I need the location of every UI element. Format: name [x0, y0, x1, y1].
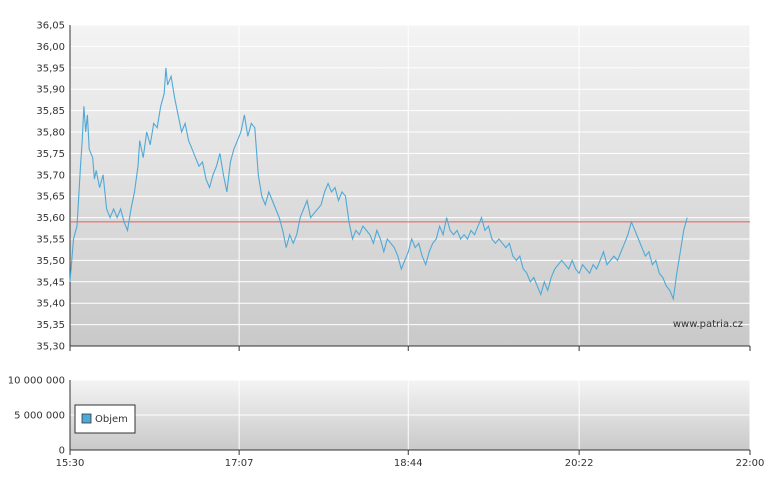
- volume-y-tick-label: 5 000 000: [14, 411, 65, 422]
- price-y-tick-label: 35,30: [36, 342, 65, 353]
- price-y-tick-label: 35,40: [36, 299, 65, 310]
- volume-y-tick-label: 10 000 000: [8, 376, 65, 387]
- volume-y-axis: 10 000 000 5 000 000 0: [8, 376, 750, 457]
- price-y-tick-label: 35,80: [36, 128, 65, 139]
- legend-swatch: [81, 413, 92, 424]
- price-y-tick-label: 35,95: [36, 63, 65, 74]
- price-grid: [69, 24, 751, 347]
- price-y-tick-label: 35,90: [36, 85, 65, 96]
- x-axis: 15:30 17:07 18:44 20:22 22:00: [56, 346, 765, 469]
- volume-y-tick-label: 0: [59, 446, 65, 457]
- price-y-tick-label: 35,50: [36, 256, 65, 267]
- price-y-tick-label: 35,60: [36, 213, 65, 224]
- price-y-tick-label: 36,05: [36, 21, 65, 32]
- price-y-tick-label: 35,70: [36, 170, 65, 181]
- price-y-tick-label: 35,75: [36, 149, 65, 160]
- price-y-tick-label: 35,85: [36, 106, 65, 117]
- price-y-tick-label: 35,35: [36, 320, 65, 331]
- price-y-tick-label: 35,65: [36, 192, 65, 203]
- price-y-axis: 36,05 36,00 35,95 35,90 35,85 35,80 35,75 35,70…: [36, 21, 750, 353]
- x-tick-label: 22:00: [736, 458, 765, 469]
- price-y-tick-label: 35,45: [36, 277, 65, 288]
- price-y-tick-label: 36,00: [36, 42, 65, 53]
- price-y-tick-label: 35,55: [36, 235, 65, 246]
- x-tick-label: 17:07: [225, 458, 254, 469]
- x-tick-label: 18:44: [394, 458, 423, 469]
- price-plot-background: [70, 25, 750, 346]
- watermark-text: www.patria.cz: [673, 319, 743, 330]
- legend-label: Objem: [95, 414, 128, 425]
- volume-legend: Objem: [74, 404, 136, 434]
- x-tick-label: 20:22: [565, 458, 594, 469]
- x-tick-label: 15:30: [56, 458, 85, 469]
- price-series-line: [69, 67, 688, 301]
